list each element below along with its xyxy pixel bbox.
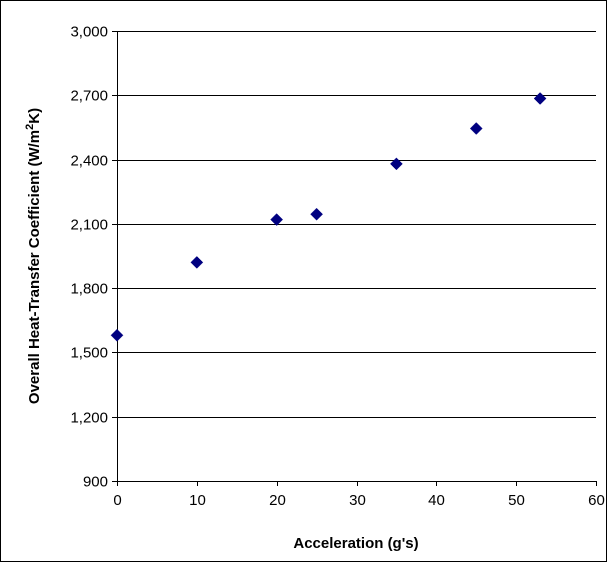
axes bbox=[112, 31, 597, 486]
data-point bbox=[190, 256, 204, 269]
y-tick-label: 1,500 bbox=[70, 345, 108, 362]
data-point bbox=[310, 207, 323, 221]
data-point bbox=[533, 92, 547, 105]
x-tick-label: 60 bbox=[588, 492, 605, 509]
y-tick-label: 1,200 bbox=[70, 410, 108, 427]
y-axis-title-superscript: 2 bbox=[24, 124, 36, 130]
x-tick-label: 10 bbox=[189, 492, 206, 509]
y-tick-label: 900 bbox=[83, 474, 108, 491]
y-tick-label: 2,400 bbox=[70, 153, 108, 170]
y-tick-label: 3,000 bbox=[70, 24, 108, 41]
data-points bbox=[110, 92, 547, 342]
data-point bbox=[390, 157, 403, 171]
y-tick-label: 2,700 bbox=[70, 88, 108, 105]
x-tick-label: 50 bbox=[508, 492, 525, 509]
x-axis-title: Acceleration (g's) bbox=[293, 535, 418, 552]
gridlines bbox=[117, 31, 596, 418]
y-axis-title-main: Overall Heat-Transfer Coefficient (W/m bbox=[26, 130, 43, 404]
x-tick-label: 40 bbox=[428, 492, 445, 509]
y-tick-label: 2,100 bbox=[70, 217, 108, 234]
x-tick-label: 20 bbox=[269, 492, 286, 509]
data-point bbox=[270, 213, 284, 226]
x-tick-labels: 0 10 20 30 40 50 60 bbox=[113, 492, 605, 509]
data-point bbox=[110, 328, 124, 342]
data-point bbox=[469, 122, 483, 135]
y-tick-labels: 900 1,200 1,500 1,800 2,100 2,400 2,700 3,000 bbox=[70, 24, 108, 491]
y-axis-title-end: K) bbox=[26, 108, 43, 124]
x-tick-label: 0 bbox=[113, 492, 121, 509]
y-axis-title: Overall Heat-Transfer Coefficient (W/m2K… bbox=[24, 108, 43, 404]
x-tick-label: 30 bbox=[349, 492, 366, 509]
y-tick-label: 1,800 bbox=[70, 281, 108, 298]
